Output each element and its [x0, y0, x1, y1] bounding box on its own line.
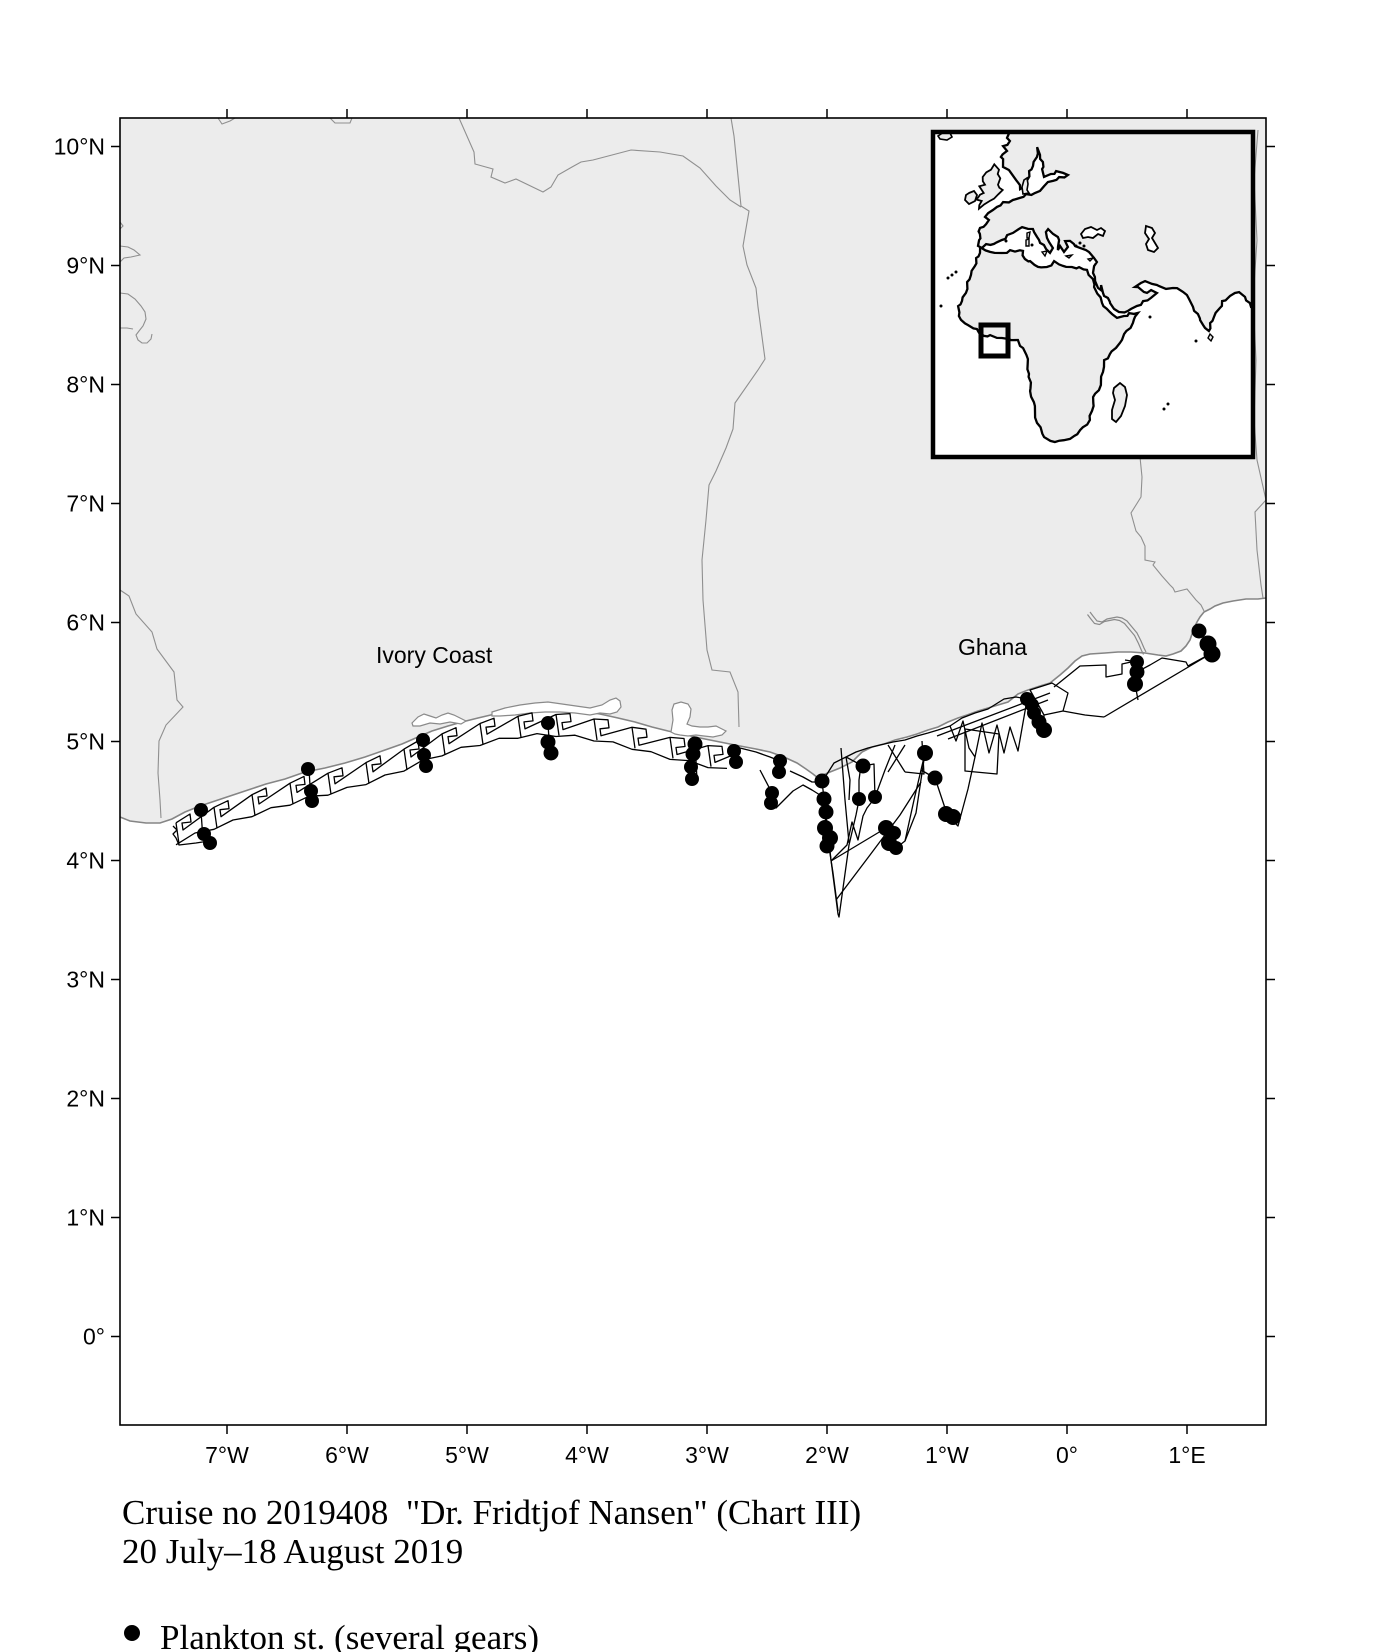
svg-text:10°N: 10°N: [54, 134, 105, 160]
svg-text:1°N: 1°N: [66, 1205, 105, 1231]
svg-text:5°W: 5°W: [445, 1442, 489, 1468]
svg-text:Ghana: Ghana: [958, 634, 1027, 660]
svg-text:7°W: 7°W: [205, 1442, 249, 1468]
svg-text:6°W: 6°W: [325, 1442, 369, 1468]
svg-text:5°N: 5°N: [66, 729, 105, 755]
svg-text:3°W: 3°W: [685, 1442, 729, 1468]
svg-text:8°N: 8°N: [66, 372, 105, 398]
svg-text:2°N: 2°N: [66, 1086, 105, 1112]
svg-text:3°N: 3°N: [66, 967, 105, 993]
svg-text:2°W: 2°W: [805, 1442, 849, 1468]
svg-text:9°N: 9°N: [66, 253, 105, 279]
svg-text:4°W: 4°W: [565, 1442, 609, 1468]
svg-text:0°: 0°: [83, 1324, 105, 1350]
svg-text:4°N: 4°N: [66, 848, 105, 874]
svg-text:6°N: 6°N: [66, 610, 105, 636]
svg-text:7°N: 7°N: [66, 491, 105, 517]
svg-text:Ivory Coast: Ivory Coast: [376, 642, 493, 668]
svg-text:0°: 0°: [1056, 1442, 1078, 1468]
svg-text:1°E: 1°E: [1168, 1442, 1205, 1468]
svg-text:1°W: 1°W: [925, 1442, 969, 1468]
